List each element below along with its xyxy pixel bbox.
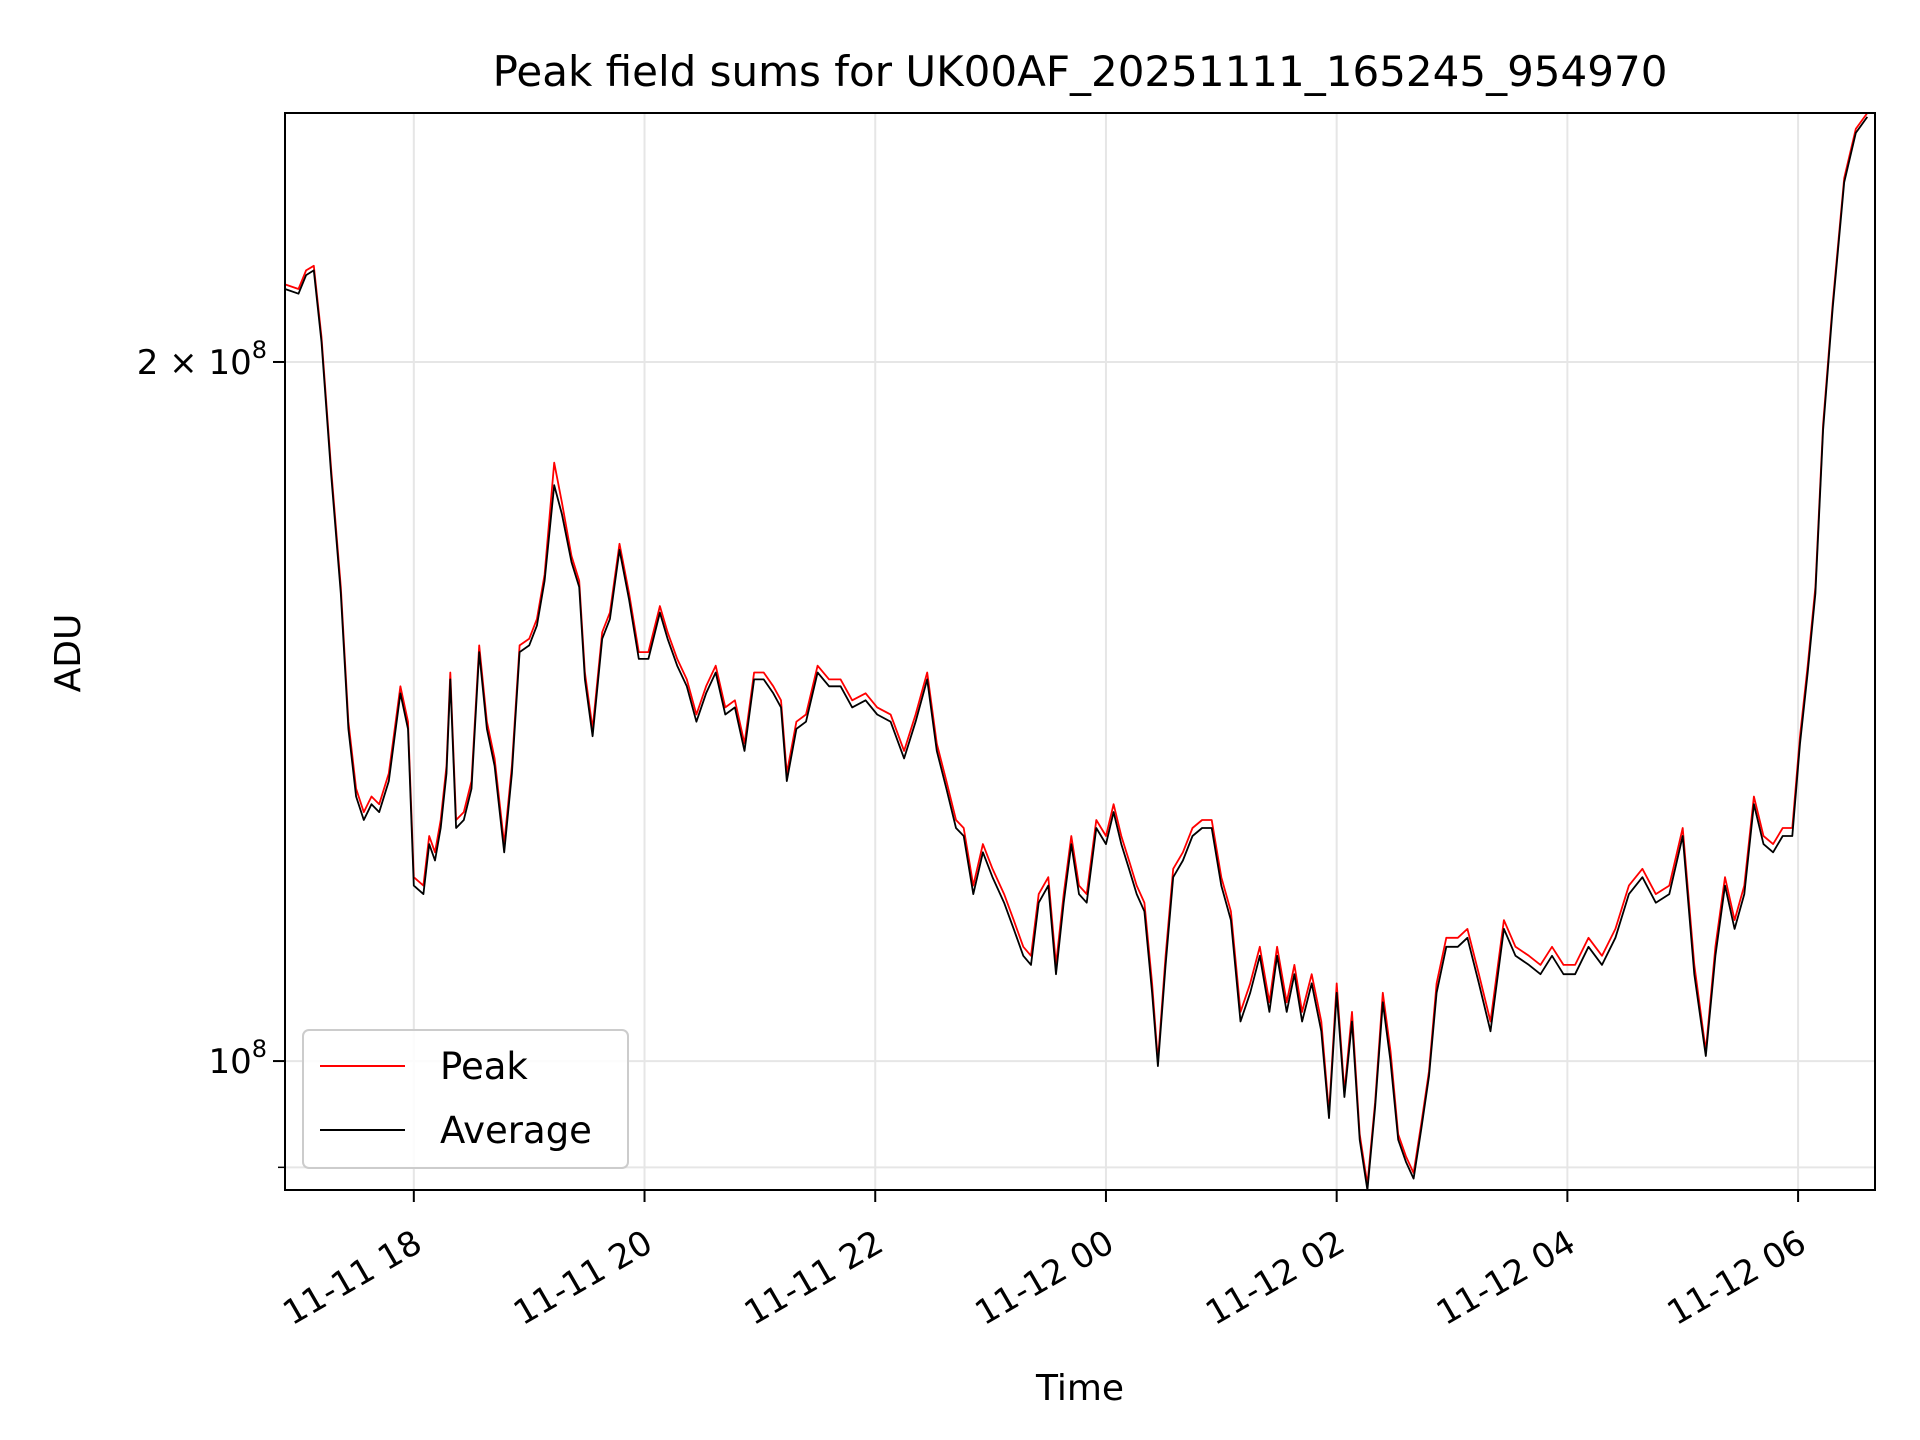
legend: Peak Average — [302, 1029, 629, 1169]
y-axis: 108 2 × 108 — [137, 336, 285, 1169]
y-axis-label: ADU — [48, 614, 89, 693]
plot-frame — [284, 112, 1876, 1191]
legend-peak-label: Peak — [440, 1045, 528, 1088]
chart-title: Peak field sums for UK00AF_20251111_1652… — [493, 47, 1668, 96]
y-tick-label: 2 × 108 — [137, 336, 267, 383]
grid — [285, 113, 1875, 1190]
legend-box — [302, 1029, 629, 1169]
y-tick-label: 108 — [208, 1035, 267, 1082]
legend-average-label: Average — [440, 1109, 592, 1152]
plot-lines — [284, 112, 1869, 1191]
series-line-average — [284, 116, 1869, 1191]
x-axis-label: Time — [1035, 1368, 1124, 1409]
